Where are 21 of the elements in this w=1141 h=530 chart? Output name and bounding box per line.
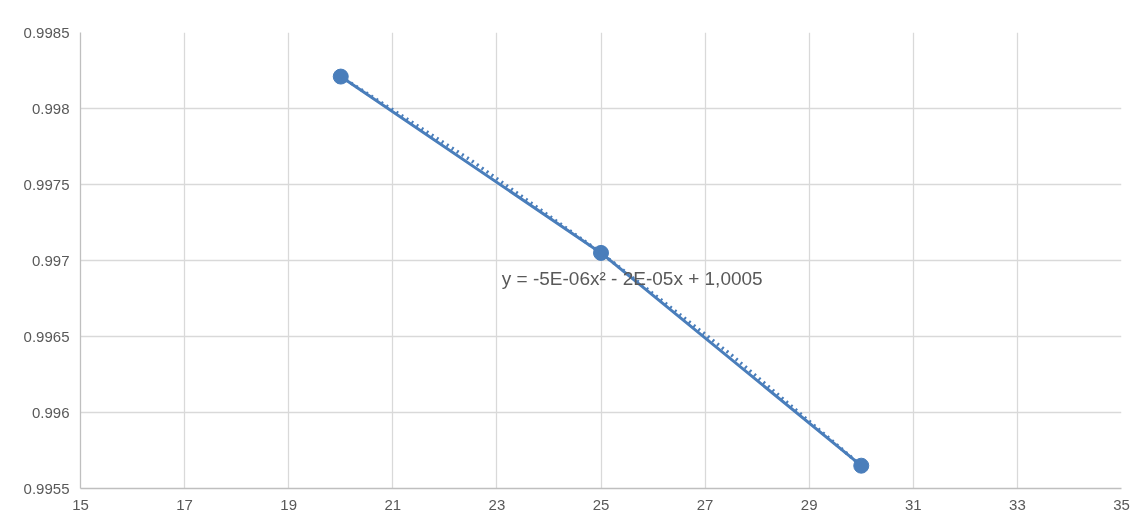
point — [853, 457, 870, 474]
y-tick-label: 0.996 — [31, 403, 70, 421]
y-tick-label: 0.9955 — [23, 479, 70, 497]
x-tick-label: 15 — [72, 495, 89, 513]
x-tick-label: 19 — [280, 495, 298, 513]
x-tick-label: 27 — [696, 495, 714, 513]
point — [332, 68, 349, 85]
y-tick-label: 0.998 — [31, 99, 70, 117]
y-tick-label: 0.9985 — [23, 23, 70, 41]
x-tick-label: 31 — [904, 495, 922, 513]
y-tick-label: 0.9965 — [23, 327, 70, 345]
x-tick-label: 25 — [592, 495, 610, 513]
x-tick-label: 33 — [1009, 495, 1026, 513]
x-tick-label: 23 — [488, 495, 506, 513]
y-tick-label: 0.9975 — [23, 175, 70, 193]
y-tick-label: 0.997 — [31, 251, 70, 269]
x-tick-label: 29 — [800, 495, 818, 513]
x-tick-label: 21 — [384, 495, 402, 513]
x-tick-label: 35 — [1113, 495, 1130, 513]
point — [593, 244, 609, 261]
x-tick-label: 17 — [176, 495, 193, 513]
